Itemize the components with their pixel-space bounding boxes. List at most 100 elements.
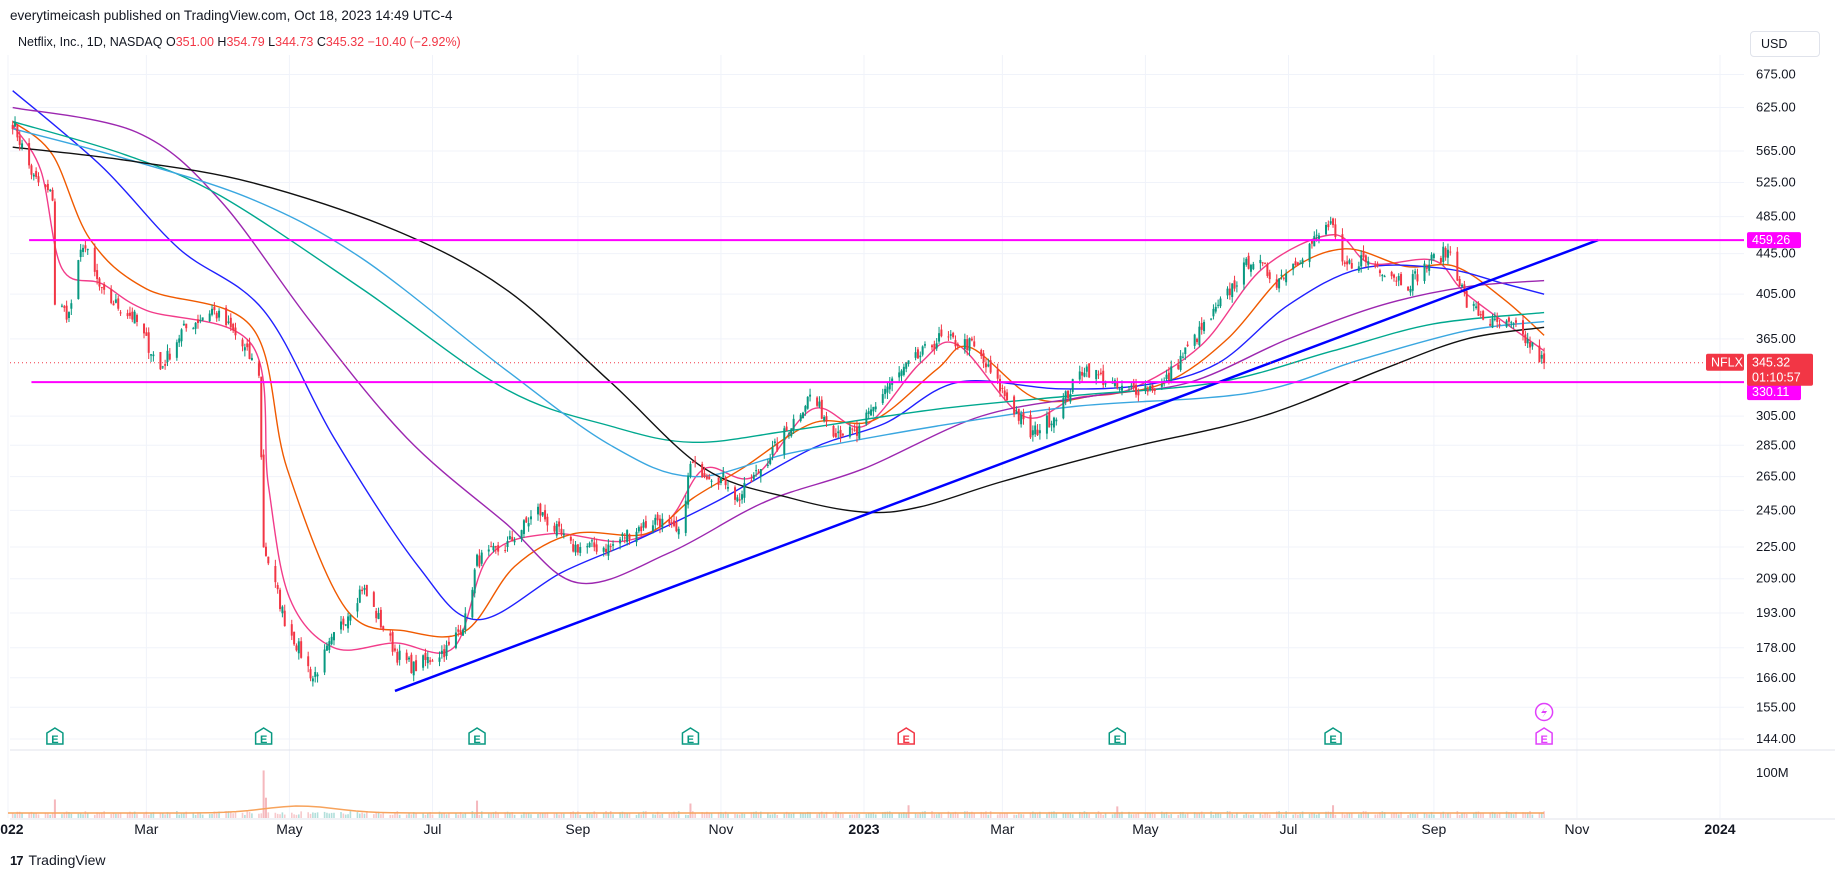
volume-bar [1512,814,1515,818]
trend-line [394,238,1599,693]
volume-bar [1179,812,1182,818]
candle-body [60,305,63,307]
candle-body [1210,318,1213,320]
volume-bar [70,813,73,818]
volume-bar [1376,814,1379,818]
candle-body [1278,278,1281,289]
candle-body [1275,279,1278,288]
earnings-icon [1535,727,1553,745]
candle-body [1461,284,1464,287]
volume-bar [734,813,736,818]
candle-body [1505,320,1508,327]
candle-body [30,165,33,175]
volume-bar [541,812,544,818]
volume-bar [1053,811,1055,818]
candle-body [933,343,936,350]
volume-bar [1489,813,1491,818]
volume-bar [858,813,861,818]
volume-bar [888,811,891,818]
volume-bar [985,811,987,818]
volume-bar [84,811,87,818]
volume-bar [422,813,424,818]
candle-body [1446,249,1449,258]
volume-bar [215,813,218,818]
candle-body [393,648,396,651]
candle-body [1325,224,1328,235]
volume-bar [443,812,446,818]
candle-body [658,518,661,528]
candle-body [668,520,671,524]
volume-bar [574,813,577,818]
volume-bar [1400,811,1402,818]
x-tick-label: Sep [565,821,590,837]
candle-body [229,317,232,328]
volume-bar [626,812,628,818]
symbol-description: Netflix, Inc., 1D, NASDAQ [18,35,163,49]
volume-bar [570,811,572,818]
candle-body [1400,274,1403,286]
candle-body [1022,412,1025,420]
candle-body [726,487,729,489]
volume-bar [349,811,352,818]
volume-bar [544,812,546,818]
volume-bar [891,813,893,818]
volume-bar [935,814,938,818]
candle-body [541,512,544,516]
candle-body [1128,386,1131,388]
volume-bar [717,812,720,818]
volume-bar [1522,812,1524,818]
volume-bar [1064,813,1067,818]
volume-bar [917,814,919,818]
candle-body [1160,384,1163,387]
volume-bar [1083,811,1086,818]
volume-bar [35,812,37,818]
volume-bar [1015,814,1018,818]
candle-body [1212,308,1215,317]
volume-bar [1001,812,1004,818]
candle-body [825,416,828,422]
volume-bar [218,811,220,818]
volume-bar [225,811,227,818]
volume-bar [940,813,943,818]
candle-body [46,183,49,191]
candle-body [914,352,917,358]
x-tick-label: 2022 [0,821,24,837]
candle-body [323,649,326,673]
candle-body [586,546,589,548]
candle-body [1299,262,1302,264]
volume-bar [788,813,790,818]
volume-bar [119,812,122,818]
candle-body [1231,283,1234,297]
candle-body [687,475,690,505]
candle-body [208,313,211,322]
volume-bar [1308,814,1311,818]
volume-bar [835,811,837,818]
volume-bar [588,813,591,818]
x-tick-label: Nov [1564,821,1589,837]
candle-body [588,542,591,548]
candle-body [1120,385,1123,391]
candle-body [464,613,467,630]
volume-bar [267,812,270,818]
y-tick-label: 166.00 [1756,670,1796,685]
published-by-caption: everytimeicash published on TradingView.… [10,8,453,23]
volume-bar [591,814,593,818]
volume-bar [1423,812,1426,818]
candle-body [560,528,563,535]
candle-body [1235,285,1238,287]
volume-bar [1104,812,1107,818]
candle-body [576,544,579,553]
candle-body [194,322,197,329]
candle-body [1423,263,1426,282]
candle-body [1017,408,1020,421]
candle-body [970,338,973,341]
volume-bar [1168,814,1170,818]
volume-bar [957,813,959,818]
candle-body [1346,261,1349,265]
currency-button[interactable]: USD [1750,31,1820,57]
candle-body [900,370,903,376]
candle-body [1078,371,1081,380]
volume-bar [1465,813,1468,818]
volume-bar [1299,814,1302,818]
